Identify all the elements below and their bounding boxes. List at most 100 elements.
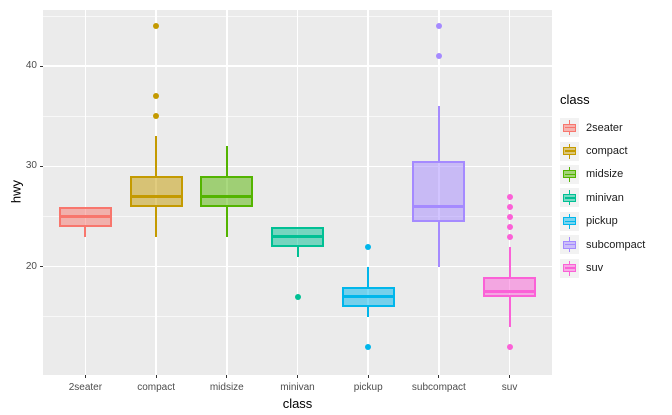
legend-key-median-icon — [564, 126, 575, 129]
whisker-lower-2seater — [84, 226, 87, 237]
whisker-lower-minivan — [296, 246, 299, 257]
legend-key-whisker-bottom-icon — [568, 271, 571, 276]
median-minivan — [273, 235, 322, 239]
legend-key-median-icon — [564, 173, 575, 176]
whisker-lower-suv — [508, 296, 511, 327]
box-iqr-midsize — [200, 176, 254, 207]
x-tick-mark-midsize — [226, 375, 228, 378]
legend-label-subcompact: subcompact — [586, 238, 646, 251]
box-iqr-suv — [483, 276, 537, 297]
x-axis-title: class — [282, 396, 313, 411]
outlier-suv-26 — [506, 203, 513, 210]
y-tick-mark-20 — [40, 266, 43, 268]
legend-key-2seater — [560, 118, 579, 138]
legend-key-pickup — [560, 211, 579, 231]
plot-panel — [43, 10, 552, 375]
legend-key-median-icon — [564, 150, 575, 152]
legend-key-median-icon — [564, 243, 575, 246]
legend-key-whisker-bottom-icon — [568, 201, 571, 206]
x-tick-label-pickup: pickup — [353, 382, 383, 393]
legend-key-whisker-top-icon — [568, 237, 571, 242]
legend-entry-pickup: pickup — [560, 210, 645, 233]
x-tick-mark-suv — [509, 375, 511, 378]
legend-key-whisker-bottom-icon — [568, 131, 571, 136]
y-tick-label-40: 40 — [25, 60, 37, 72]
box-iqr-subcompact — [412, 161, 466, 222]
outlier-subcompact-44 — [435, 23, 442, 30]
outlier-suv-23 — [506, 233, 513, 240]
legend-entries: 2seater compact midsize minivan pickup subcom… — [560, 116, 645, 280]
outlier-suv-27 — [506, 193, 513, 200]
whisker-upper-pickup — [367, 266, 370, 287]
legend-label-compact: compact — [586, 145, 628, 158]
legend-key-whisker-top-icon — [568, 213, 571, 218]
median-pickup — [343, 295, 393, 299]
x-tick-mark-pickup — [367, 375, 369, 378]
legend-entry-minivan: minivan — [560, 186, 645, 209]
outlier-compact-44 — [153, 23, 160, 30]
gridline-cat-minivan — [296, 10, 299, 375]
median-compact — [131, 195, 181, 198]
legend-label-pickup: pickup — [586, 215, 618, 228]
legend-entry-2seater: 2seater — [560, 116, 645, 139]
whisker-upper-midsize — [225, 146, 228, 177]
y-axis-title: hwy — [8, 179, 24, 203]
median-subcompact — [414, 205, 464, 209]
x-tick-label-2seater: 2seater — [68, 382, 103, 393]
legend-key-whisker-bottom-icon — [568, 154, 571, 159]
legend-key-whisker-top-icon — [568, 260, 571, 265]
legend-label-2seater: 2seater — [586, 121, 623, 134]
whisker-upper-subcompact — [437, 106, 440, 162]
x-tick-label-minivan: minivan — [280, 382, 315, 393]
legend-label-midsize: midsize — [586, 168, 624, 181]
x-tick-label-compact: compact — [137, 382, 175, 393]
legend: class 2seater compact midsize minivan pickup… — [560, 92, 645, 280]
legend-entry-subcompact: subcompact — [560, 233, 645, 256]
box-iqr-compact — [129, 176, 183, 207]
x-tick-label-midsize: midsize — [209, 382, 244, 393]
outlier-suv-24 — [506, 223, 513, 230]
legend-entry-midsize: midsize — [560, 163, 645, 186]
outlier-pickup-12 — [365, 343, 372, 350]
legend-key-subcompact — [560, 235, 579, 255]
whisker-lower-compact — [155, 206, 158, 237]
outlier-minivan-17 — [294, 293, 301, 300]
median-suv — [485, 290, 535, 294]
legend-entry-suv: suv — [560, 256, 645, 279]
whisker-upper-suv — [508, 246, 511, 277]
x-tick-mark-compact — [155, 375, 157, 378]
legend-title: class — [560, 92, 590, 107]
y-tick-mark-30 — [40, 165, 43, 167]
outlier-compact-35 — [153, 113, 160, 120]
median-2seater — [60, 215, 110, 219]
legend-key-midsize — [560, 164, 579, 184]
outlier-suv-12 — [506, 343, 513, 350]
outlier-pickup-22 — [365, 243, 372, 250]
x-tick-label-subcompact: subcompact — [411, 382, 466, 393]
legend-key-median-icon — [564, 197, 575, 199]
legend-key-median-icon — [564, 267, 575, 269]
x-tick-label-suv: suv — [501, 382, 518, 393]
outlier-compact-37 — [153, 93, 160, 100]
x-tick-mark-minivan — [297, 375, 298, 378]
legend-key-whisker-bottom-icon — [568, 177, 571, 182]
legend-key-whisker-top-icon — [568, 190, 571, 195]
whisker-lower-pickup — [367, 306, 370, 317]
gridline-cat-pickup — [367, 10, 369, 375]
legend-key-suv — [560, 258, 579, 278]
legend-key-whisker-top-icon — [568, 120, 571, 125]
legend-key-whisker-bottom-icon — [568, 224, 571, 229]
legend-key-whisker-top-icon — [568, 143, 571, 148]
whisker-lower-subcompact — [437, 221, 440, 267]
legend-entry-compact: compact — [560, 139, 645, 162]
legend-key-compact — [560, 141, 579, 161]
x-tick-mark-subcompact — [438, 375, 440, 378]
legend-key-whisker-bottom-icon — [568, 248, 571, 253]
outlier-subcompact-41 — [435, 53, 442, 60]
median-midsize — [202, 195, 252, 198]
y-tick-label-30: 30 — [25, 160, 37, 172]
x-tick-mark-2seater — [84, 375, 86, 378]
gridline-cat-2seater — [84, 10, 87, 375]
legend-key-minivan — [560, 188, 579, 208]
